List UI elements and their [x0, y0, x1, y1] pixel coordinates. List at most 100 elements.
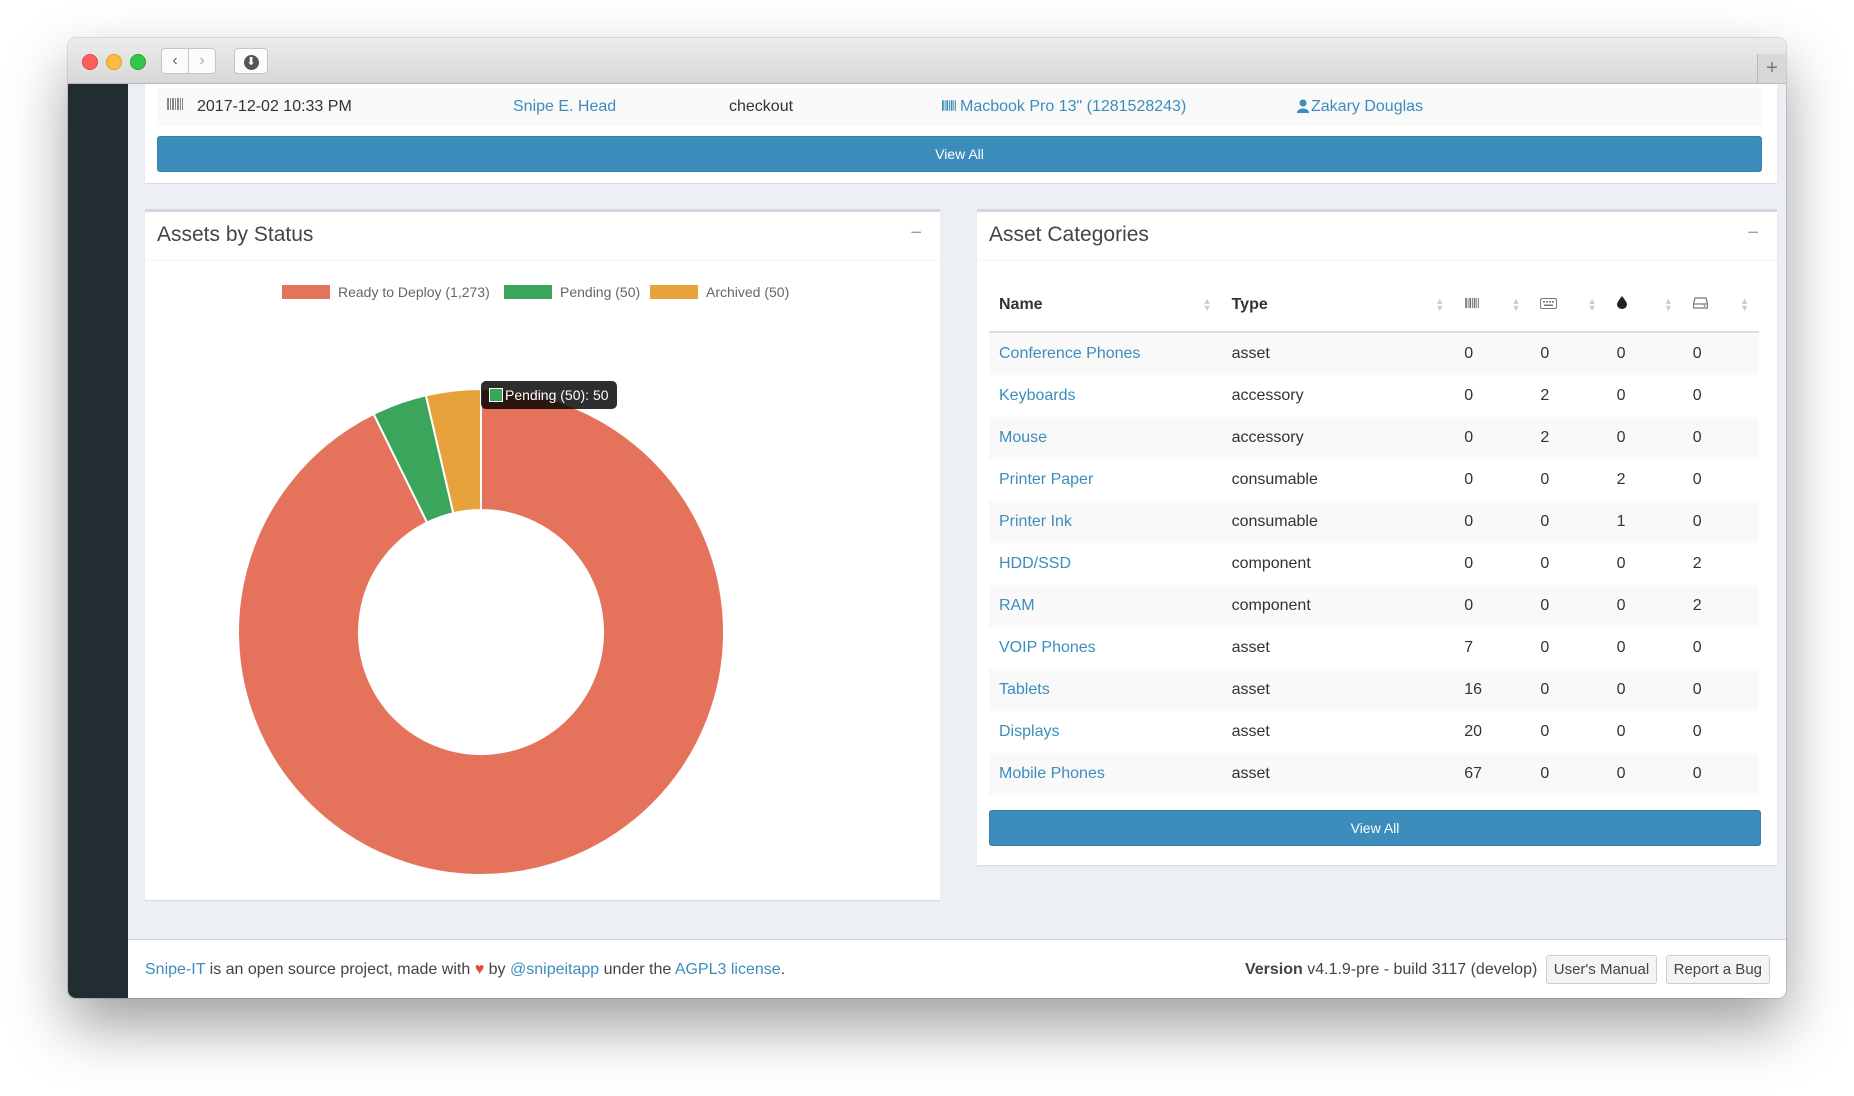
new-tab-button[interactable]: +	[1757, 54, 1786, 83]
table-row: Printer Ink consumable 0 0 1 0	[989, 501, 1759, 543]
close-window-button[interactable]	[82, 54, 98, 70]
table-cell: 0	[1606, 585, 1683, 627]
legend-item[interactable]: Archived (50)	[650, 284, 789, 300]
category-type: component	[1231, 555, 1311, 572]
history-target-link[interactable]: Zakary Douglas	[1311, 98, 1424, 115]
table-cell: Keyboards	[989, 375, 1222, 417]
column-header-accessories[interactable]: ▲ ▼	[1530, 279, 1607, 333]
forward-button[interactable]: ›	[188, 48, 216, 74]
tooltip-text: Pending (50): 50	[505, 387, 609, 403]
users-manual-button[interactable]: User's Manual	[1545, 955, 1658, 984]
legend-item[interactable]: Ready to Deploy (1,273)	[282, 284, 490, 300]
table-cell: 0	[1530, 459, 1606, 501]
report-bug-button[interactable]: Report a Bug	[1665, 955, 1770, 984]
table-row: Conference Phones asset 0 0 0 0	[989, 332, 1759, 375]
category-name-link[interactable]: Conference Phones	[999, 345, 1141, 362]
components-count: 0	[1692, 429, 1702, 446]
category-type: asset	[1231, 345, 1270, 362]
consumables-count: 2	[1616, 471, 1626, 488]
footer-credits: Snipe-IT is an open source project, made…	[145, 961, 785, 979]
table-cell: HDD/SSD	[989, 543, 1222, 585]
column-label: Type	[1231, 296, 1268, 313]
accessories-count: 0	[1540, 765, 1550, 782]
history-item-link[interactable]: Macbook Pro 13" (1281528243)	[960, 98, 1187, 115]
donut-slice[interactable]	[424, 387, 482, 515]
consumables-count: 0	[1616, 723, 1626, 740]
category-type: asset	[1231, 723, 1270, 740]
category-name-link[interactable]: VOIP Phones	[999, 639, 1096, 656]
category-type: consumable	[1231, 471, 1318, 488]
legend-item[interactable]: Pending (50)	[504, 284, 640, 300]
table-cell: 0	[1454, 585, 1531, 627]
history-action: checkout	[729, 98, 794, 115]
maximize-window-button[interactable]	[130, 54, 146, 70]
table-cell: 2	[1682, 585, 1759, 627]
table-cell: asset	[1222, 711, 1455, 753]
table-cell: 0	[1683, 375, 1759, 417]
categories-table-body: Conference Phones asset 0 0 0 0 Keyboards acces…	[989, 332, 1759, 795]
table-cell: 7	[1454, 627, 1530, 669]
collapse-button[interactable]: −	[1747, 222, 1759, 244]
category-name-link[interactable]: Printer Paper	[999, 471, 1094, 488]
column-header-assets[interactable]: ▲ ▼	[1454, 279, 1531, 333]
column-header-name[interactable]: Name ▲ ▼	[989, 279, 1222, 333]
table-cell: 0	[1683, 459, 1759, 501]
barcode-icon	[167, 97, 183, 116]
category-name-link[interactable]: Printer Ink	[999, 513, 1072, 530]
components-count: 0	[1692, 723, 1702, 740]
table-row: Keyboards accessory 0 2 0 0	[989, 375, 1759, 417]
assets-by-status-box: Assets by Status − Ready to Deploy (1,27…	[145, 209, 940, 900]
history-admin-link[interactable]: Snipe E. Head	[513, 98, 617, 115]
column-header-components[interactable]: ▲ ▼	[1682, 279, 1759, 333]
consumables-count: 0	[1616, 765, 1626, 782]
column-header-consumables[interactable]: ▲ ▼	[1606, 279, 1683, 333]
table-cell: Printer Paper	[989, 459, 1222, 501]
accessories-count: 0	[1540, 555, 1550, 572]
table-cell: component	[1222, 543, 1455, 585]
title-bar: ‹ › ⬇ +	[68, 38, 1786, 84]
categories-view-all-button[interactable]: View All	[989, 810, 1761, 846]
category-name-link[interactable]: Tablets	[999, 681, 1050, 698]
box-title: Assets by Status	[157, 223, 314, 246]
table-cell: 0	[1607, 375, 1683, 417]
license-link[interactable]: AGPL3 license	[674, 961, 781, 978]
table-cell: 0	[1682, 753, 1759, 795]
category-name-link[interactable]: Mobile Phones	[999, 765, 1105, 782]
table-cell: RAM	[989, 585, 1222, 627]
table-cell: 0	[1606, 669, 1683, 711]
accessories-count: 0	[1540, 597, 1550, 614]
assets-count: 0	[1464, 387, 1474, 404]
tooltip-swatch	[489, 388, 503, 402]
table-cell: 16	[1454, 669, 1531, 711]
collapse-button[interactable]: −	[910, 222, 922, 244]
category-name-link[interactable]: HDD/SSD	[999, 555, 1072, 572]
version-label: Version	[1244, 961, 1303, 978]
twitter-link[interactable]: @snipeitapp	[510, 961, 600, 978]
legend-label: Pending (50)	[560, 284, 641, 300]
category-name-link[interactable]: Keyboards	[999, 387, 1076, 404]
footer-text: is an open source project, made with	[209, 961, 471, 978]
components-count: 0	[1692, 513, 1702, 530]
category-name-link[interactable]: Mouse	[999, 429, 1048, 446]
table-cell: 0	[1682, 501, 1759, 543]
accessories-count: 0	[1540, 471, 1550, 488]
legend-swatch	[650, 285, 698, 299]
category-name-link[interactable]: Displays	[999, 723, 1060, 740]
table-cell: 2	[1607, 459, 1683, 501]
browser-window: ‹ › ⬇ + 2017-12-02 10:33 PM Snipe E. Hea…	[68, 38, 1786, 998]
download-button[interactable]: ⬇	[234, 48, 268, 74]
assets-count: 7	[1464, 639, 1474, 656]
donut-chart[interactable]	[145, 302, 940, 902]
donut-slice[interactable]	[237, 387, 725, 876]
minimize-window-button[interactable]	[106, 54, 122, 70]
history-view-all-button[interactable]: View All	[157, 136, 1762, 172]
column-header-type[interactable]: Type ▲ ▼	[1221, 279, 1455, 333]
components-count: 0	[1692, 765, 1702, 782]
snipe-it-link[interactable]: Snipe-IT	[145, 961, 206, 978]
table-cell: accessory	[1222, 375, 1455, 417]
footer-text: by	[488, 961, 506, 978]
back-button[interactable]: ‹	[161, 48, 189, 74]
table-cell: 20	[1454, 711, 1530, 753]
category-name-link[interactable]: RAM	[999, 597, 1035, 614]
barcode-icon	[942, 99, 956, 117]
